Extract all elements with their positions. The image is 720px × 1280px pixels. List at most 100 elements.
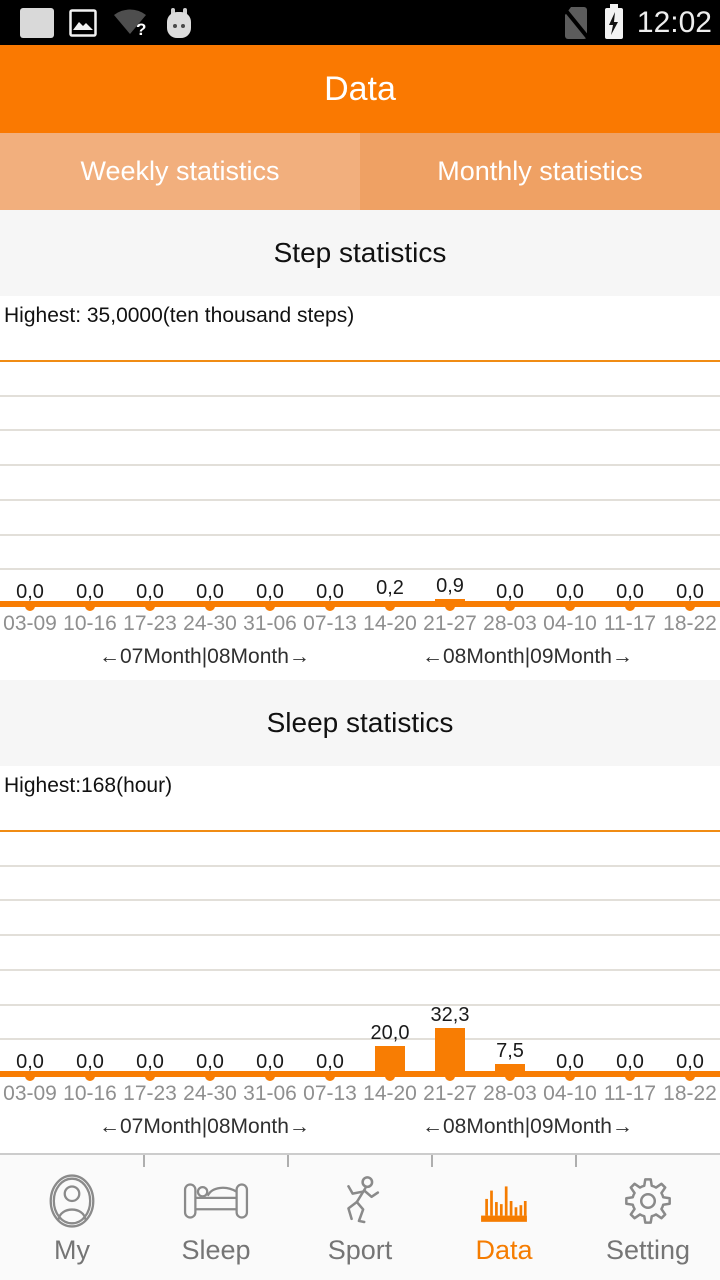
nav-label: Sleep (181, 1235, 251, 1265)
axis-dot (145, 1071, 155, 1081)
x-tick-label: 03-09 (3, 612, 57, 635)
axis-dot (625, 1071, 635, 1081)
x-tick-label: 18-22 (663, 612, 717, 635)
bar-value-label: 0,0 (196, 581, 224, 603)
axis-dot (325, 1071, 335, 1081)
bar-value-label: 7,5 (496, 1040, 524, 1062)
bar-value-label: 0,0 (316, 581, 344, 603)
bar-value-label: 0,0 (196, 1051, 224, 1073)
gridline (0, 934, 720, 936)
gridline (0, 395, 720, 397)
bar-value-label: 0,0 (556, 581, 584, 603)
nav-item-sleep[interactable]: Sleep (144, 1155, 288, 1280)
x-tick-label: 24-30 (183, 1082, 237, 1105)
axis-dot (385, 1071, 395, 1081)
gridline (0, 464, 720, 466)
person-icon (49, 1171, 95, 1231)
nav-item-data[interactable]: Data (432, 1155, 576, 1280)
gridline (0, 1038, 720, 1040)
bar-value-label: 0,0 (616, 581, 644, 603)
step-highest-label: Highest: 35,0000(ten thousand steps) (4, 304, 355, 327)
nav-label: My (54, 1235, 90, 1265)
x-tick-label: 31-06 (243, 612, 297, 635)
tab-weekly-statistics[interactable]: Weekly statistics (0, 133, 360, 210)
sleep-section-title: Sleep statistics (266, 707, 454, 738)
statistics-tabs: Weekly statistics Monthly statistics (0, 133, 720, 210)
axis-dot (85, 601, 95, 611)
x-tick-label: 11-17 (603, 1082, 657, 1105)
bar-value-label: 0,0 (496, 581, 524, 603)
nav-item-setting[interactable]: Setting (576, 1155, 720, 1280)
month-range-label[interactable]: ←07Month|08Month→ (99, 645, 310, 668)
chart-max-line (0, 830, 720, 832)
axis-dot (325, 601, 335, 611)
section-title-bar: Sleep statistics (0, 680, 720, 766)
no-sim-icon (561, 5, 591, 40)
step-statistics-section: Step statistics Highest: 35,0000(ten tho… (0, 210, 720, 672)
bar-value-label: 0,0 (136, 581, 164, 603)
x-tick-label: 07-13 (303, 612, 357, 635)
axis-dot (685, 1071, 695, 1081)
bar-value-label: 0,9 (436, 575, 464, 597)
bar-value-label: 0,0 (256, 581, 284, 603)
bed-icon (183, 1171, 249, 1231)
axis-dot (25, 601, 35, 611)
wifi-unknown-icon: ? (114, 8, 146, 38)
svg-text:?: ? (136, 20, 146, 38)
x-tick-label: 17-23 (123, 1082, 177, 1105)
x-tick-label: 31-06 (243, 1082, 297, 1105)
app-header: Data (0, 45, 720, 133)
chart-baseline (0, 601, 720, 607)
nav-item-sport[interactable]: Sport (288, 1155, 432, 1280)
battery-charging-icon (604, 4, 623, 39)
bar-value-label: 0,2 (376, 577, 404, 599)
clock: 12:02 (636, 6, 712, 39)
x-tick-label: 03-09 (3, 1082, 57, 1105)
x-tick-label: 28-03 (483, 612, 537, 635)
x-tick-label: 21-27 (423, 612, 477, 635)
sleep-chart: 0,0 03-09 0,0 10-16 0,0 17-23 0,0 24-30 0,0 31-06… (0, 830, 720, 1142)
status-bar-right: 12:02 (561, 0, 720, 45)
sleep-highest-label: Highest:168(hour) (4, 774, 173, 797)
gridline (0, 534, 720, 536)
gear-icon (623, 1171, 673, 1231)
axis-dot (685, 601, 695, 611)
axis-dot (205, 601, 215, 611)
axis-dot (85, 1071, 95, 1081)
bar (495, 1064, 525, 1075)
nav-divider (287, 1155, 289, 1167)
status-bar: ? 12:02 (0, 0, 720, 45)
screenshot-icon (69, 8, 97, 37)
nav-label: Sport (327, 1235, 393, 1265)
nav-item-my[interactable]: My (0, 1155, 144, 1280)
bar-value-label: 20,0 (370, 1022, 410, 1044)
x-tick-label: 07-13 (303, 1082, 357, 1105)
nav-divider (143, 1155, 145, 1167)
month-range-label[interactable]: ←08Month|09Month→ (422, 1115, 633, 1138)
x-tick-label: 14-20 (363, 1082, 417, 1105)
step-section-title: Step statistics (273, 237, 447, 268)
gridline (0, 568, 720, 570)
axis-dot (385, 601, 395, 611)
axis-dot (145, 601, 155, 611)
nav-divider (575, 1155, 577, 1167)
axis-dot (445, 601, 455, 611)
bar (435, 1028, 465, 1075)
page-title: Data (324, 69, 396, 108)
histogram-icon (479, 1171, 529, 1231)
bar-value-label: 0,0 (76, 1051, 104, 1073)
bar-value-label: 0,0 (676, 1051, 704, 1073)
x-tick-label: 18-22 (663, 1082, 717, 1105)
month-range-label[interactable]: ←07Month|08Month→ (99, 1115, 310, 1138)
x-tick-label: 14-20 (363, 612, 417, 635)
axis-dot (205, 1071, 215, 1081)
tab-monthly-statistics[interactable]: Monthly statistics (360, 133, 720, 210)
month-range-label[interactable]: ←08Month|09Month→ (422, 645, 633, 668)
bar-value-label: 0,0 (616, 1051, 644, 1073)
axis-dot (505, 1071, 515, 1081)
status-bar-left: ? (0, 7, 194, 39)
x-tick-label: 10-16 (63, 1082, 117, 1105)
bar-value-label: 0,0 (16, 581, 44, 603)
nav-label: Data (475, 1235, 533, 1265)
bar-value-label: 0,0 (256, 1051, 284, 1073)
